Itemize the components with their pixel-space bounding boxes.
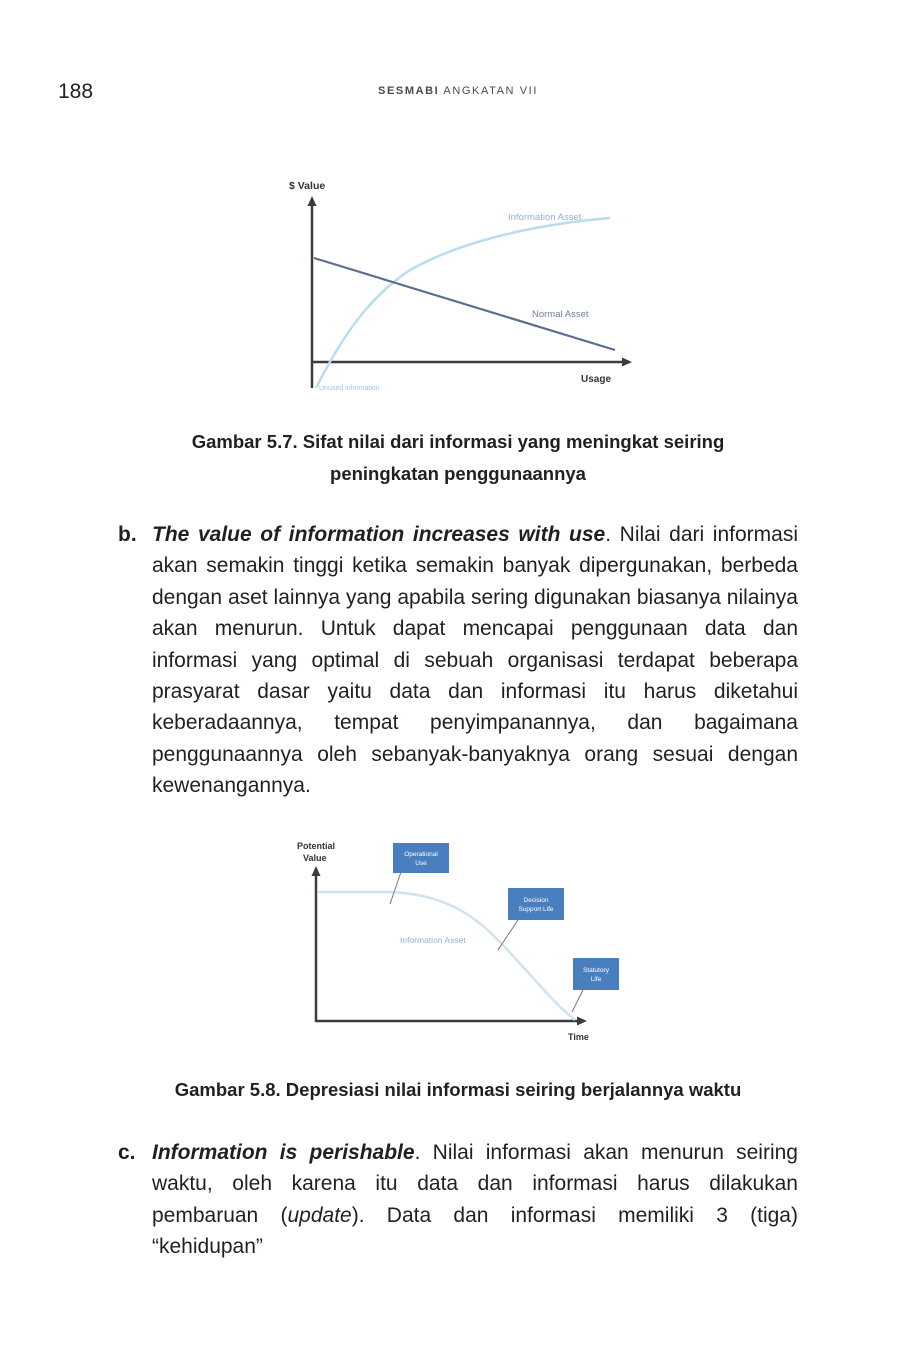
figure-caption-5-8: Gambar 5.8. Depresiasi nilai informasi s…	[174, 1079, 742, 1100]
information-asset-label: Information Asset	[508, 212, 582, 223]
paragraph-b-body: . Nilai dari informasi akan semakin ting…	[152, 523, 798, 798]
normal-asset-label: Normal Asset	[532, 309, 589, 320]
paragraph-c-body-1: . Nilai informasi akan menurun seiring w…	[152, 1141, 798, 1227]
paragraph-c-body-2: ). Data dan informasi memiliki 3 (tiga) …	[152, 1203, 798, 1259]
callout-decision-support-life	[508, 888, 564, 920]
callout-decision-text-2: Support Life	[518, 906, 553, 913]
y-axis-arrow	[307, 196, 317, 206]
paragraph-c-lead: Information is perishable	[152, 1141, 415, 1164]
callout-decision-text-1: Decision	[524, 897, 549, 904]
information-asset-curve	[314, 216, 611, 389]
page-number: 188	[58, 80, 94, 103]
y-axis-label: $ Value	[289, 180, 325, 192]
y-axis-label-line1: Potential	[297, 841, 335, 851]
x-axis-arrow	[577, 1016, 587, 1026]
paragraph-c: c. Information is perishable. Nilai infor…	[118, 1137, 798, 1263]
callout-pointer-statutory	[571, 989, 584, 1013]
y-axis-label-line2: Value	[303, 853, 327, 863]
figure-caption-5-7-line1: Gambar 5.7. Sifat nilai dari informasi y…	[191, 431, 725, 452]
unused-information-label: Unused information	[319, 385, 380, 392]
callout-statutory-life	[573, 958, 619, 990]
callout-pointer-decision	[497, 919, 519, 951]
information-asset-label: Information Asset	[400, 935, 466, 945]
paragraph-b-lead: The value of information increases with …	[152, 523, 606, 546]
paragraph-c-body-italic: update	[287, 1203, 352, 1227]
list-marker-c: c.	[118, 1141, 136, 1164]
information-asset-curve	[318, 890, 576, 1021]
callout-pointer-operational	[389, 871, 402, 905]
running-header: SESMABI ANGKATAN VII	[0, 85, 916, 97]
x-axis-arrow	[622, 357, 632, 367]
callout-operational-text-2: Use	[415, 860, 427, 867]
callout-statutory-text-2: Life	[591, 976, 602, 983]
figure-value-vs-usage: $ Value Usage Information Asset Normal A…	[270, 170, 650, 400]
figure-value-over-time-svg: Operational Use Decision Support Life St…	[297, 841, 619, 1042]
list-marker-b: b.	[118, 523, 137, 546]
callout-operational-text-1: Operational	[404, 851, 438, 858]
figure-caption-5-7-line2: peningkatan penggunaannya	[330, 463, 586, 484]
callout-statutory-text-1: Statutory	[583, 967, 610, 974]
figure-value-over-time: Operational Use Decision Support Life St…	[280, 832, 640, 1052]
callout-operational-use	[393, 843, 449, 873]
figure-caption-5-7: Gambar 5.7. Sifat nilai dari informasi y…	[100, 426, 816, 490]
running-header-rest: ANGKATAN VII	[439, 85, 538, 97]
y-axis-arrow	[311, 866, 321, 876]
x-axis-label: Time	[568, 1032, 589, 1042]
x-axis-label: Usage	[581, 374, 611, 385]
paragraph-b: b. The value of information increases wit…	[118, 519, 798, 802]
figure-value-vs-usage-svg: $ Value Usage Information Asset Normal A…	[289, 180, 632, 392]
running-header-bold: SESMABI	[378, 85, 440, 97]
normal-asset-line	[313, 256, 616, 352]
